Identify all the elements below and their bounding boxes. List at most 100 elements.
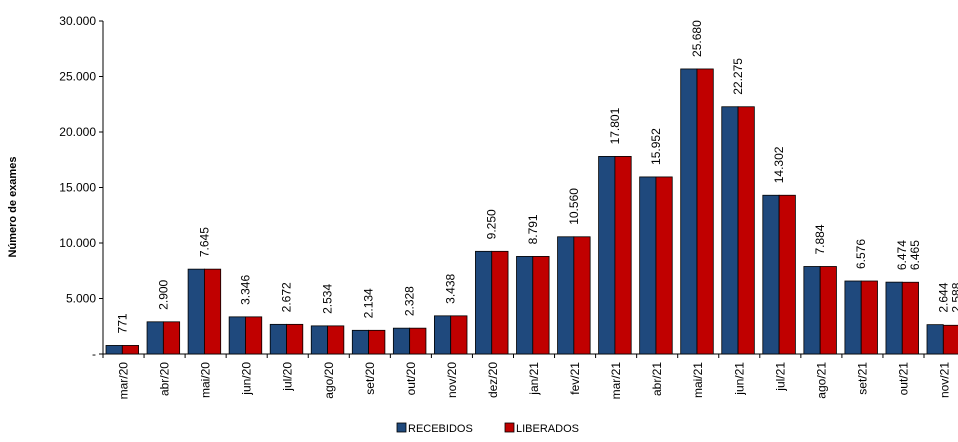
y-tick-label: 25.000 <box>59 70 96 84</box>
data-labels: 771 2.900 7.645 3.346 2.672 2.534 2.134 2.328 3.… <box>115 20 958 334</box>
x-tick-label: jul/21 <box>773 362 787 392</box>
data-label: 22.275 <box>731 58 745 95</box>
x-tick-label: ago/20 <box>322 362 336 399</box>
data-label: 3.438 <box>444 273 458 303</box>
x-tick-label: abr/20 <box>158 362 172 396</box>
data-label: 2.900 <box>156 279 170 309</box>
x-tick-label: jan/21 <box>527 362 541 396</box>
x-tick-label: nov/21 <box>938 362 952 398</box>
bar-liberados <box>409 327 427 355</box>
data-label: 15.952 <box>649 128 663 165</box>
x-tick-label: out/21 <box>896 362 910 396</box>
x-tick-label: mai/21 <box>691 362 705 398</box>
bar-liberados <box>573 236 591 355</box>
data-label: 14.302 <box>772 146 786 183</box>
bar-recebidos <box>351 329 369 355</box>
bar-recebidos <box>187 268 205 355</box>
x-tick-label: mar/21 <box>609 362 623 400</box>
bar-liberados <box>245 316 263 355</box>
data-label: 6.474 <box>895 240 909 270</box>
y-tick-label: - <box>92 347 96 361</box>
bar-recebidos <box>269 323 287 355</box>
bar-liberados <box>368 329 386 355</box>
bar-liberados <box>532 256 550 355</box>
y-tick-label: 5.000 <box>66 292 96 306</box>
bar-recebidos <box>844 280 862 355</box>
bar-liberados <box>737 106 755 355</box>
bar-liberados <box>819 266 837 355</box>
bar-recebidos <box>516 256 534 355</box>
bar-recebidos <box>926 324 944 355</box>
bar-liberados <box>450 315 468 355</box>
bar-recebidos <box>475 250 493 355</box>
bar-liberados <box>696 68 714 355</box>
bar-liberados <box>327 325 345 355</box>
bar-recebidos <box>680 68 698 355</box>
x-tick-label: mar/20 <box>117 362 131 400</box>
data-label: 8.791 <box>526 214 540 244</box>
data-label-liberados: 2.588 <box>949 282 958 312</box>
x-tick-label: mai/20 <box>199 362 213 398</box>
legend-label-recebidos: RECEBIDOS <box>408 423 473 435</box>
legend: RECEBIDOS LIBERADOS <box>396 422 579 435</box>
bar-recebidos <box>803 266 821 355</box>
y-tick-label: 10.000 <box>59 236 96 250</box>
bar-liberados <box>491 250 509 355</box>
bar-recebidos <box>598 156 616 355</box>
bar-liberados <box>778 194 796 355</box>
data-label: 25.680 <box>690 20 704 57</box>
data-label: 17.801 <box>608 107 622 144</box>
x-tick-label: set/21 <box>855 362 869 395</box>
data-label: 6.576 <box>854 239 868 269</box>
bar-recebidos <box>721 106 739 355</box>
bar-liberados <box>162 321 181 355</box>
bar-recebidos <box>392 327 411 355</box>
data-label: 7.645 <box>197 227 211 257</box>
x-tick-label: out/20 <box>404 362 418 396</box>
x-tick-label: jul/20 <box>281 362 295 392</box>
data-label: 10.560 <box>567 188 581 225</box>
bar-recebidos <box>762 194 780 355</box>
y-tick-label: 15.000 <box>59 181 96 195</box>
bar-liberados <box>286 323 304 355</box>
bar-liberados <box>942 324 958 355</box>
bar-liberados <box>614 156 632 355</box>
legend-swatch-liberados <box>504 422 515 433</box>
x-tick-label: dez/20 <box>486 362 500 398</box>
bar-liberados <box>901 281 919 355</box>
data-label: 3.346 <box>238 275 252 305</box>
y-tick-label: 30.000 <box>59 14 96 28</box>
bar-recebidos <box>146 321 164 355</box>
bar-liberados <box>655 176 673 355</box>
legend-label-liberados: LIBERADOS <box>516 423 579 435</box>
bar-recebidos <box>639 176 657 355</box>
data-label: 771 <box>115 313 129 333</box>
x-tick-label: jun/20 <box>240 362 254 396</box>
x-axis-ticks: mar/20 abr/20 mai/20 jun/20 jul/20 ago/20 set/… <box>102 354 952 400</box>
bar-liberados <box>121 345 140 355</box>
x-tick-label: nov/20 <box>445 362 459 398</box>
bar-recebidos <box>557 236 575 355</box>
x-tick-label: set/20 <box>363 362 377 395</box>
data-label: 9.250 <box>485 209 499 239</box>
bar-liberados <box>203 268 222 355</box>
bar-recebidos <box>105 345 123 355</box>
x-tick-label: ago/21 <box>814 362 828 399</box>
data-label: 2.328 <box>403 286 417 316</box>
legend-swatch-recebidos <box>396 422 407 433</box>
bar-liberados <box>860 280 878 355</box>
bar-recebidos <box>885 281 903 355</box>
x-tick-label: abr/21 <box>650 362 664 396</box>
x-tick-label: fev/21 <box>568 362 582 395</box>
bar-recebidos <box>310 325 328 355</box>
data-label: 7.884 <box>813 224 827 254</box>
data-label: 2.672 <box>280 282 294 312</box>
y-axis-ticks: - 5.000 10.000 15.000 20.000 25.000 30.000 <box>59 14 103 361</box>
x-tick-label: jun/21 <box>732 362 746 396</box>
data-label-liberados: 6.465 <box>908 240 922 270</box>
data-label: 2.644 <box>936 282 950 312</box>
bar-recebidos <box>433 315 452 355</box>
bar-recebidos <box>228 316 246 355</box>
data-label: 2.534 <box>321 284 335 314</box>
